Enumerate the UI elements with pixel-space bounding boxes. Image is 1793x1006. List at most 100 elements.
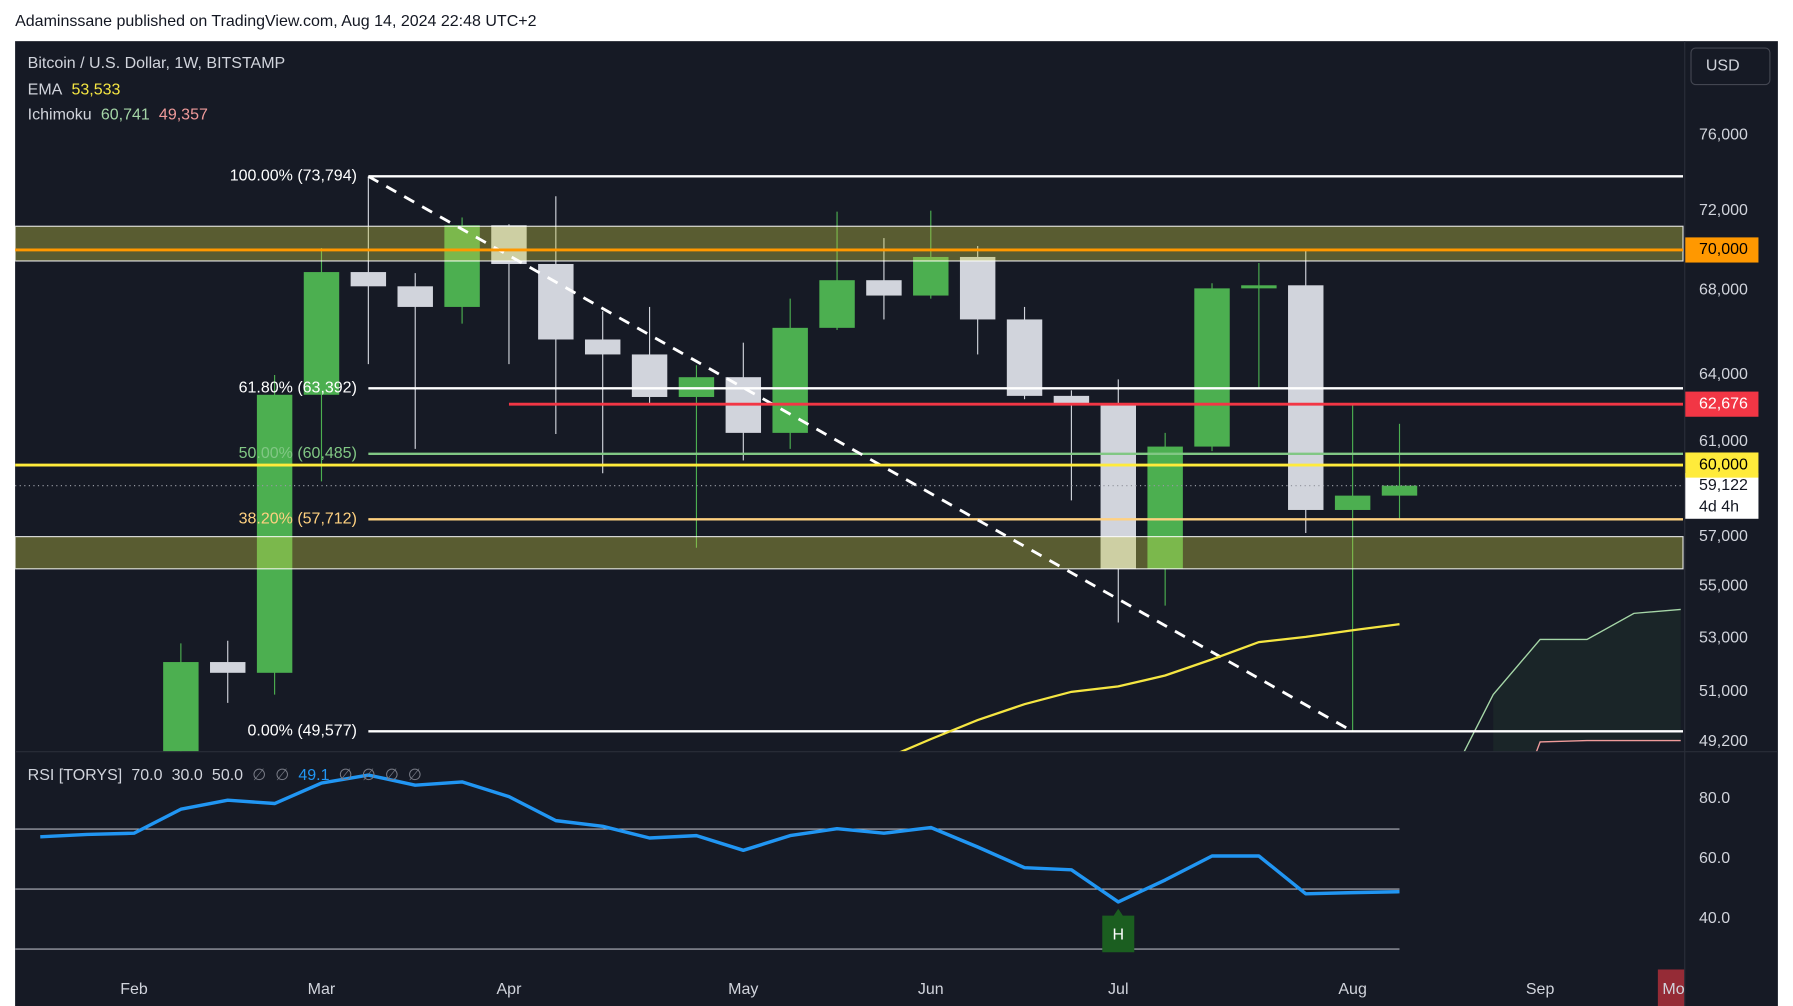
- zone: [15, 225, 1684, 262]
- fib-label: 61.80% (63,392): [239, 380, 357, 397]
- rsi-value: 49.1: [298, 767, 329, 784]
- price-line-box: [1685, 237, 1759, 263]
- empty-value: ∅: [408, 767, 422, 784]
- price-axis: 76,000 72,000 68,000 64,000 61,000 57,000 55,0…: [1685, 126, 1759, 927]
- y-tick-label: 51,000: [1699, 683, 1748, 700]
- candle-body: [819, 280, 855, 328]
- candle-body: [256, 394, 293, 673]
- candle-body: [1053, 395, 1090, 404]
- candle-body: [303, 272, 340, 395]
- candle-body: [678, 377, 715, 397]
- publisher-line: Adaminssane published on TradingView.com…: [15, 13, 536, 30]
- rsi-title: RSI [TORYS]: [28, 767, 123, 784]
- last-price-label: 59,122: [1699, 477, 1748, 494]
- candle-body: [397, 286, 433, 307]
- x-tick-label: Jul: [1108, 981, 1128, 998]
- x-tick-label: Mar: [308, 981, 336, 998]
- rsi-line: [40, 773, 1400, 904]
- band-label: 70.0: [131, 767, 162, 784]
- ema-line: [899, 623, 1400, 752]
- fib-label: 50.00% (60,485): [239, 445, 357, 462]
- cloud-fill: [1493, 609, 1681, 752]
- candle-body: [350, 272, 387, 287]
- band-label: 30.0: [172, 767, 203, 784]
- zone: [15, 536, 1684, 570]
- price-line-box: [1685, 391, 1759, 417]
- legend-value: 49,357: [159, 107, 208, 124]
- empty-value: ∅: [339, 767, 353, 784]
- x-marker-box: [1657, 969, 1685, 1006]
- rsi-tick-label: 60.0: [1699, 850, 1730, 867]
- legends: Bitcoin / U.S. Dollar, 1W, BITSTAMP EMA 53…: [28, 55, 422, 784]
- price-line-label: 60,000: [1699, 456, 1748, 473]
- y-tick-label: 55,000: [1699, 578, 1748, 595]
- price-line-box: [1685, 452, 1759, 478]
- last-price-box: [1685, 473, 1759, 519]
- x-tick-label: Feb: [120, 981, 148, 998]
- candle-body: [1006, 319, 1043, 396]
- candle-body: [210, 662, 246, 673]
- currency-label[interactable]: USD: [1706, 58, 1740, 75]
- candle-body: [913, 256, 949, 296]
- x-tick-label: May: [728, 981, 758, 998]
- candle-body: [1381, 485, 1418, 496]
- span-b-line: [1535, 739, 1681, 752]
- y-tick-label: 72,000: [1699, 202, 1748, 219]
- candle-body: [1100, 403, 1136, 569]
- price-line-label: 70,000: [1699, 241, 1748, 258]
- y-tick-label: 76,000: [1699, 126, 1748, 143]
- candle-body: [444, 225, 480, 307]
- candle-body: [631, 354, 668, 397]
- chart-title: Bitcoin / U.S. Dollar, 1W, BITSTAMP: [28, 55, 286, 72]
- candle-body: [163, 662, 199, 752]
- candle-body: [1241, 285, 1277, 289]
- price-line-label: 62,676: [1699, 395, 1748, 412]
- time-axis: Feb Mar Apr May Jun Jul Aug Sep Mo: [120, 969, 1685, 1006]
- y-tick-label: 68,000: [1699, 282, 1748, 299]
- x-tick-label: Aug: [1338, 981, 1366, 998]
- empty-value: ∅: [252, 767, 266, 784]
- y-tick-label: 49,200: [1699, 733, 1748, 750]
- legend-line: EMA 53,533: [28, 82, 121, 99]
- empty-value: ∅: [362, 767, 376, 784]
- y-tick-label: 53,000: [1699, 629, 1748, 646]
- candle-body: [1147, 446, 1183, 569]
- candle-body: [866, 280, 902, 296]
- span-a-line: [1463, 608, 1681, 752]
- legend-value: 60,741: [101, 107, 150, 124]
- y-tick-label: 61,000: [1699, 433, 1748, 450]
- candle-body: [1334, 495, 1371, 510]
- x-tick-label: Apr: [497, 981, 523, 998]
- signal-box: [1102, 908, 1135, 953]
- fib-label: 0.00% (49,577): [248, 723, 357, 740]
- x-tick-label: Jun: [918, 981, 944, 998]
- legend-line: Bitcoin / U.S. Dollar, 1W, BITSTAMP: [28, 55, 286, 72]
- legend-name: Ichimoku: [28, 107, 92, 124]
- candle-body: [772, 327, 808, 433]
- x-tick-label: Sep: [1526, 981, 1555, 998]
- band-label: 50.0: [212, 767, 243, 784]
- rsi-tick-label: 80.0: [1699, 790, 1730, 807]
- y-tick-label: 57,000: [1699, 528, 1748, 545]
- legend-value: 53,533: [71, 82, 120, 99]
- y-tick-label: 64,000: [1699, 366, 1748, 383]
- candle-body: [1194, 288, 1230, 447]
- fib-trendline: [367, 175, 1354, 733]
- countdown-label: 4d 4h: [1699, 499, 1739, 516]
- candle-body: [584, 339, 621, 355]
- x-tick-label: Mo: [1662, 981, 1684, 998]
- candle-body: [959, 256, 996, 320]
- currency-button[interactable]: [1690, 47, 1771, 86]
- rsi-legend: RSI [TORYS] 70.0 30.0 50.0 ∅ ∅ 49.1 ∅ ∅ ∅ ∅: [28, 767, 422, 784]
- candle-body: [1288, 285, 1324, 510]
- rsi-pane: H: [15, 773, 1400, 953]
- candle-body: [538, 263, 574, 340]
- legend-name: EMA: [28, 82, 63, 99]
- rsi-tick-label: 40.0: [1699, 910, 1730, 927]
- chart-background: [15, 41, 1778, 1006]
- candle-body: [491, 225, 527, 264]
- empty-value: ∅: [275, 767, 289, 784]
- empty-value: ∅: [385, 767, 399, 784]
- price-pane: 100.00% (73,794) 61.80% (63,392) 50.00% (6…: [15, 168, 1684, 752]
